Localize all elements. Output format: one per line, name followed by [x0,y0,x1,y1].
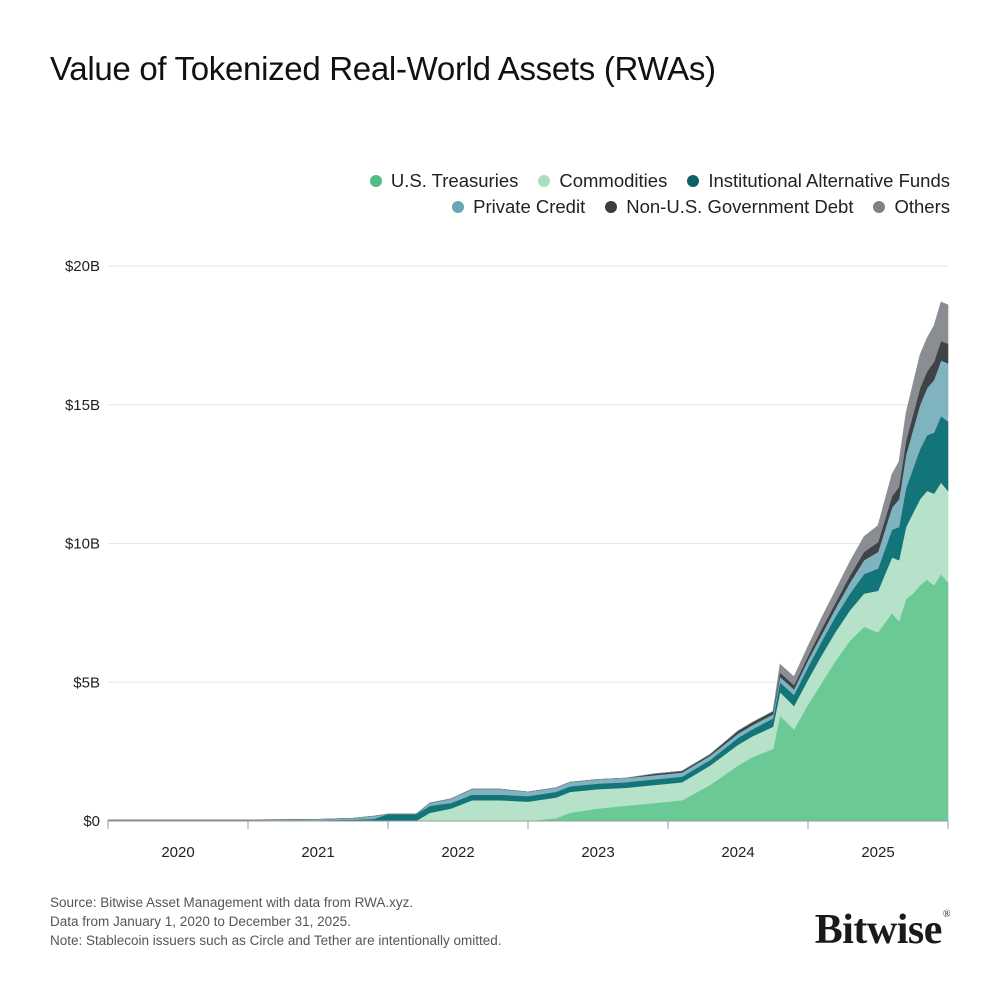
x-tick-label: 2024 [721,844,754,861]
y-tick-label: $10B [65,536,100,553]
area-others [108,301,949,821]
chart-title: Value of Tokenized Real-World Assets (RW… [50,50,716,87]
date-range-note: Data from January 1, 2020 to December 31… [50,914,351,929]
legend-label: Institutional Alternative Funds [708,170,950,191]
legend-label: Non-U.S. Government Debt [626,196,854,217]
brand-name: Bitwise [814,907,943,953]
y-tick-label: $20B [65,258,100,275]
legend-swatch [538,175,551,187]
legend-label: Private Credit [473,196,586,217]
legend-item-commodities: Commodities [538,170,667,192]
legend-item-us-treasuries: U.S. Treasuries [369,170,519,192]
x-tick-label: 2020 [161,844,194,861]
registered-mark: ® [942,909,951,920]
legend-swatch [687,175,700,187]
legend-item-institutional-alternative-funds: Institutional Alternative Funds [687,170,950,192]
legend-label: U.S. Treasuries [390,170,519,191]
legend-swatch [369,175,382,187]
area-u-s-treasuries [108,573,949,822]
omission-note: Note: Stablecoin issuers such as Circle … [50,933,502,948]
legend-item-others: Others [873,196,950,218]
legend-item-private-credit: Private Credit [452,196,585,218]
legend-row-1: U.S. Treasuries Commodities Institutiona… [250,168,950,194]
x-tick-label: 2025 [861,844,894,861]
chart-footer: Source: Bitwise Asset Management with da… [50,893,502,950]
x-tick-label: 2021 [301,844,334,861]
y-tick-label: $0 [83,813,100,830]
chart-legend: U.S. Treasuries Commodities Institutiona… [250,168,950,220]
legend-swatch [873,201,886,213]
legend-item-non-us-government-debt: Non-U.S. Government Debt [605,196,853,218]
x-tick-label: 2023 [581,844,614,861]
y-tick-label: $15B [65,397,100,414]
source-note: Source: Bitwise Asset Management with da… [50,895,414,910]
y-tick-label: $5B [73,674,100,691]
legend-swatch [605,201,618,213]
legend-swatch [452,201,465,213]
x-tick-label: 2022 [441,844,474,861]
legend-row-2: Private Credit Non-U.S. Government Debt … [250,194,950,220]
legend-label: Others [894,196,950,217]
stacked-area-chart: $0 $5B $10B $15B $20B 2020 2021 2022 2023 2024 202… [65,258,949,861]
bitwise-logo: Bitwise® [814,906,951,954]
legend-label: Commodities [559,170,668,191]
